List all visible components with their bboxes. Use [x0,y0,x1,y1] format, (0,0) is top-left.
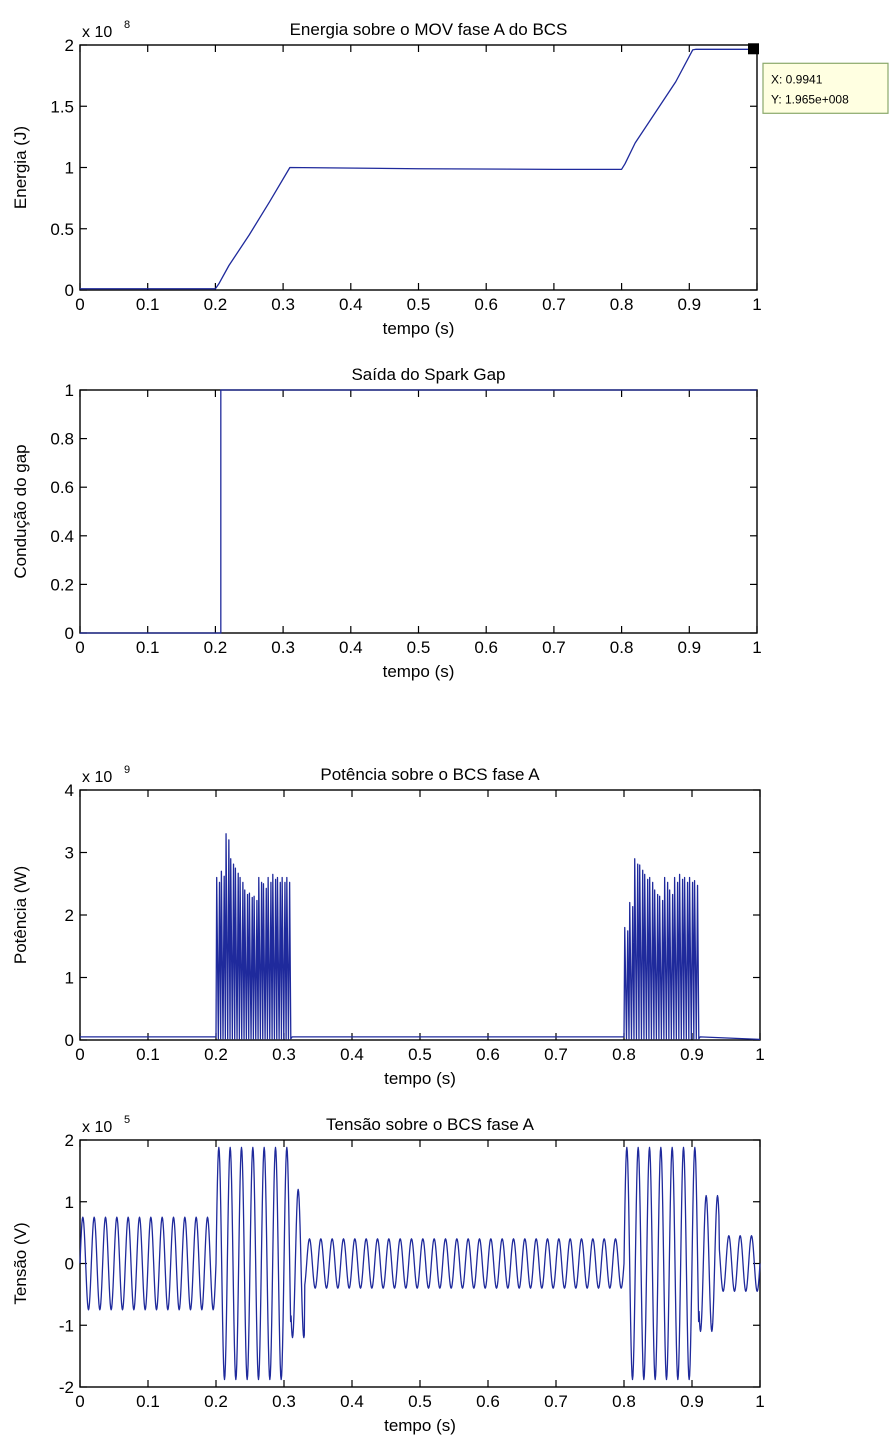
data-series-line-1 [80,389,757,634]
x-tick-label: 0.7 [542,295,566,314]
y-tick-label: 0.6 [50,478,74,497]
x-tick-label: 0.4 [339,295,363,314]
x-axis-title: tempo (s) [384,1416,456,1435]
y-multiplier-exponent: 9 [124,764,130,776]
x-tick-label: 0.1 [136,1045,160,1064]
x-tick-label: 0.9 [677,295,701,314]
x-tick-label: 0.5 [407,638,431,657]
chart-panel-4: 0 0.1 0.2 0.3 0.4 0.5 0.6 0.7 0.8 0.9 1 -2 -1 0 1 2 Tens… [11,1114,765,1435]
y-tick-label: -1 [59,1316,74,1335]
x-tick-label: 0.9 [680,1045,704,1064]
chart-title: Saída do Spark Gap [351,365,505,384]
y-axis-title: Condução do gap [11,444,30,578]
y-tick-label: 0.8 [50,430,74,449]
x-tick-label: 1 [755,1392,764,1411]
chart-title: Energia sobre o MOV fase A do BCS [290,20,568,39]
x-tick-label: 0 [75,638,84,657]
y-multiplier-exponent: 8 [124,19,130,31]
y-tick-label: 0 [65,624,74,643]
x-tick-label: 0.1 [136,638,160,657]
x-tick-label: 1 [752,295,761,314]
chart-panel-3: 0 0.1 0.2 0.3 0.4 0.5 0.6 0.7 0.8 0.9 1 0 1 2 3 4 Potênc… [11,764,765,1088]
y-tick-label: -2 [59,1378,74,1397]
y-multiplier: x 10 [82,1119,112,1136]
y-tick-label: 2 [65,906,74,925]
y-tick-label: 1 [65,1193,74,1212]
y-tick-label: 0 [65,1031,74,1050]
y-axis-title: Tensão (V) [11,1222,30,1304]
y-tick-label: 0 [65,281,74,300]
x-tick-label: 0.2 [204,1392,228,1411]
y-tick-label: 1 [65,159,74,178]
datatip-box[interactable] [762,62,889,114]
x-tick-label: 0.6 [474,295,498,314]
x-axis-title: tempo (s) [384,1069,456,1088]
x-tick-label: 0.8 [612,1392,636,1411]
x-tick-label: 0.6 [476,1392,500,1411]
x-tick-label: 0.3 [271,638,295,657]
y-axis-title: Energia (J) [11,126,30,209]
y-tick-label: 0.5 [50,220,74,239]
x-tick-label: 0.4 [340,1045,364,1064]
axes-box [79,44,758,291]
x-tick-label: 0.7 [542,638,566,657]
axes-box [79,389,758,634]
x-tick-label: 0.3 [271,295,295,314]
data-series-line-1 [80,48,757,290]
x-tick-label: 0.3 [272,1392,296,1411]
datatip-x-text: X: 0.9941 [771,72,823,86]
y-tick-label: 1 [65,381,74,400]
y-multiplier: x 10 [82,769,112,786]
y-tick-label: 4 [65,781,74,800]
chart-panel-1: 0 0.1 0.2 0.3 0.4 0.5 0.6 0.7 0.8 0.9 1 0 0.5 1 1.5 2 En… [11,19,889,338]
x-tick-label: 1 [755,1045,764,1064]
x-tick-label: 0.9 [680,1392,704,1411]
x-tick-label: 0.3 [272,1045,296,1064]
y-tick-label: 3 [65,844,74,863]
y-tick-label: 0 [65,1255,74,1274]
x-tick-label: 0 [75,1045,84,1064]
x-tick-label: 0.1 [136,295,160,314]
chart-title: Tensão sobre o BCS fase A [326,1115,535,1134]
y-axis-title: Potência (W) [11,866,30,964]
data-series-line-1 [79,1146,761,1381]
x-tick-label: 0.2 [204,295,228,314]
datatip-marker[interactable] [748,43,760,55]
chart-title: Potência sobre o BCS fase A [320,765,540,784]
x-tick-label: 0.2 [204,1045,228,1064]
x-tick-label: 0.8 [612,1045,636,1064]
y-tick-label: 0.2 [50,575,74,594]
x-tick-label: 0.8 [610,638,634,657]
x-tick-label: 0.8 [610,295,634,314]
x-tick-label: 0.5 [408,1392,432,1411]
y-tick-label: 1.5 [50,97,74,116]
x-tick-label: 0.9 [677,638,701,657]
x-tick-label: 0.7 [544,1045,568,1064]
x-tick-label: 0.2 [204,638,228,657]
x-tick-label: 0 [75,1392,84,1411]
x-axis-title: tempo (s) [383,319,455,338]
y-tick-label: 2 [65,36,74,55]
y-multiplier-exponent: 5 [124,1114,130,1126]
x-tick-label: 0.5 [408,1045,432,1064]
y-multiplier: x 10 [82,24,112,41]
x-tick-label: 0.5 [407,295,431,314]
x-tick-label: 0.1 [136,1392,160,1411]
x-tick-label: 1 [752,638,761,657]
y-tick-label: 2 [65,1131,74,1150]
datatip-y-text: Y: 1.965e+008 [771,92,849,106]
chart-panel-2: 0 0.1 0.2 0.3 0.4 0.5 0.6 0.7 0.8 0.9 1 0 0.2 0.4 0.6 0… [11,365,762,681]
y-tick-label: 0.4 [50,527,74,546]
data-series-line-1 [80,833,761,1041]
x-tick-label: 0.4 [339,638,363,657]
y-tick-label: 1 [65,969,74,988]
x-tick-label: 0.7 [544,1392,568,1411]
x-tick-label: 0.6 [476,1045,500,1064]
x-tick-label: 0 [75,295,84,314]
x-tick-label: 0.4 [340,1392,364,1411]
x-axis-title: tempo (s) [383,662,455,681]
x-tick-label: 0.6 [474,638,498,657]
